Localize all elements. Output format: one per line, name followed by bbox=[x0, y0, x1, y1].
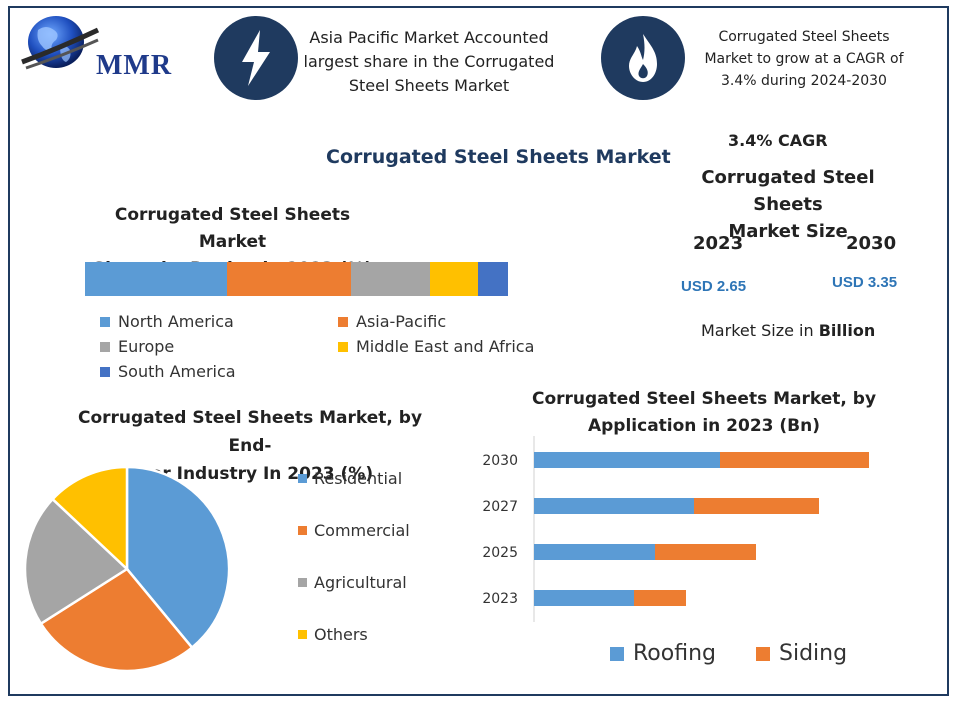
pie-legend-item: Others bbox=[298, 625, 368, 644]
pie-slice-others bbox=[50, 465, 129, 572]
bar-roofing-2030 bbox=[534, 452, 720, 468]
value-2030: USD 3.35 bbox=[832, 274, 898, 291]
y-tick-label: 2027 bbox=[482, 499, 518, 515]
region-legend-item: Asia-Pacific bbox=[338, 312, 446, 331]
application-legend-item: Siding bbox=[756, 641, 847, 666]
pie-legend-item: Residential bbox=[298, 469, 402, 488]
year-2023-label: 2023 bbox=[693, 233, 744, 254]
flame-icon bbox=[601, 16, 685, 100]
brand-logo-text: MMR bbox=[96, 50, 173, 81]
bar-roofing-2025 bbox=[534, 544, 655, 560]
bar-siding-2027 bbox=[694, 498, 819, 514]
legend-label: Middle East and Africa bbox=[356, 337, 535, 356]
bar-roofing-2023 bbox=[534, 590, 634, 606]
application-chart-title: Corrugated Steel Sheets Market, by Appli… bbox=[531, 389, 877, 436]
legend-label: Siding bbox=[779, 641, 848, 666]
page-title: Corrugated Steel Sheets Market bbox=[326, 146, 671, 168]
cagr-note: Corrugated Steel Sheets Market to grow a… bbox=[704, 29, 904, 89]
region-legend-item: Middle East and Africa bbox=[338, 337, 534, 356]
globe-logo-icon bbox=[21, 16, 100, 70]
region-segment-europe bbox=[351, 262, 430, 296]
y-tick-label: 2030 bbox=[482, 453, 518, 469]
pie-slice-commercial bbox=[39, 567, 194, 673]
legend-label: Asia-Pacific bbox=[356, 312, 447, 331]
region-segment-middle-east-and-africa bbox=[429, 262, 478, 296]
pie-slice-residential bbox=[125, 465, 231, 650]
value-2023: USD 2.65 bbox=[681, 278, 747, 295]
legend-label: North America bbox=[118, 312, 234, 331]
legend-swatch bbox=[298, 474, 307, 483]
legend-swatch bbox=[100, 316, 110, 327]
legend-label: Residential bbox=[314, 469, 403, 488]
legend-swatch bbox=[756, 646, 770, 661]
bar-siding-2025 bbox=[655, 544, 756, 560]
pie-legend-item: Agricultural bbox=[298, 573, 407, 592]
legend-swatch bbox=[610, 646, 624, 661]
bar-siding-2023 bbox=[634, 590, 686, 606]
region-legend-item: South America bbox=[100, 362, 236, 381]
lightning-bolt-icon bbox=[214, 16, 298, 100]
end-user-chart-title: Corrugated Steel Sheets Market, by End- … bbox=[77, 408, 423, 484]
region-legend-item: North America bbox=[100, 312, 234, 331]
y-tick-label: 2023 bbox=[482, 591, 518, 607]
region-legend-item: Europe bbox=[100, 337, 174, 356]
region-segment-north-america bbox=[85, 262, 227, 296]
legend-label: Others bbox=[314, 625, 368, 644]
infographic-frame bbox=[8, 6, 949, 696]
region-segment-south-america bbox=[477, 262, 508, 296]
legend-label: South America bbox=[118, 362, 236, 381]
y-tick-label: 2025 bbox=[482, 545, 518, 561]
region-share-bar bbox=[85, 262, 508, 296]
legend-swatch bbox=[298, 526, 307, 535]
market-size-title: Corrugated Steel Sheets Market Size bbox=[701, 167, 875, 242]
legend-swatch bbox=[298, 578, 307, 587]
legend-label: Europe bbox=[118, 337, 175, 356]
application-bar-chart: 2030 2027 2025 2023 bbox=[482, 436, 869, 622]
asia-pacific-note: Asia Pacific Market Accounted largest sh… bbox=[303, 28, 555, 95]
legend-swatch bbox=[338, 341, 348, 352]
legend-label: Roofing bbox=[633, 641, 716, 666]
pie-slice-agricultural bbox=[23, 497, 130, 626]
legend-swatch bbox=[100, 341, 110, 352]
market-size-unit: Market Size in Billion bbox=[701, 321, 876, 340]
application-legend-item: Roofing bbox=[610, 641, 716, 666]
cagr-label: 3.4% CAGR bbox=[728, 131, 828, 150]
bar-roofing-2027 bbox=[534, 498, 694, 514]
pie-legend-item: Commercial bbox=[298, 521, 410, 540]
year-2030-label: 2030 bbox=[846, 233, 897, 254]
legend-swatch bbox=[298, 630, 307, 639]
legend-swatch bbox=[100, 366, 110, 377]
legend-swatch bbox=[338, 316, 348, 327]
legend-label: Commercial bbox=[314, 521, 410, 540]
legend-label: Agricultural bbox=[314, 573, 407, 592]
region-segment-asia-pacific bbox=[226, 262, 352, 296]
end-user-pie-chart bbox=[23, 465, 231, 673]
bar-siding-2030 bbox=[720, 452, 869, 468]
